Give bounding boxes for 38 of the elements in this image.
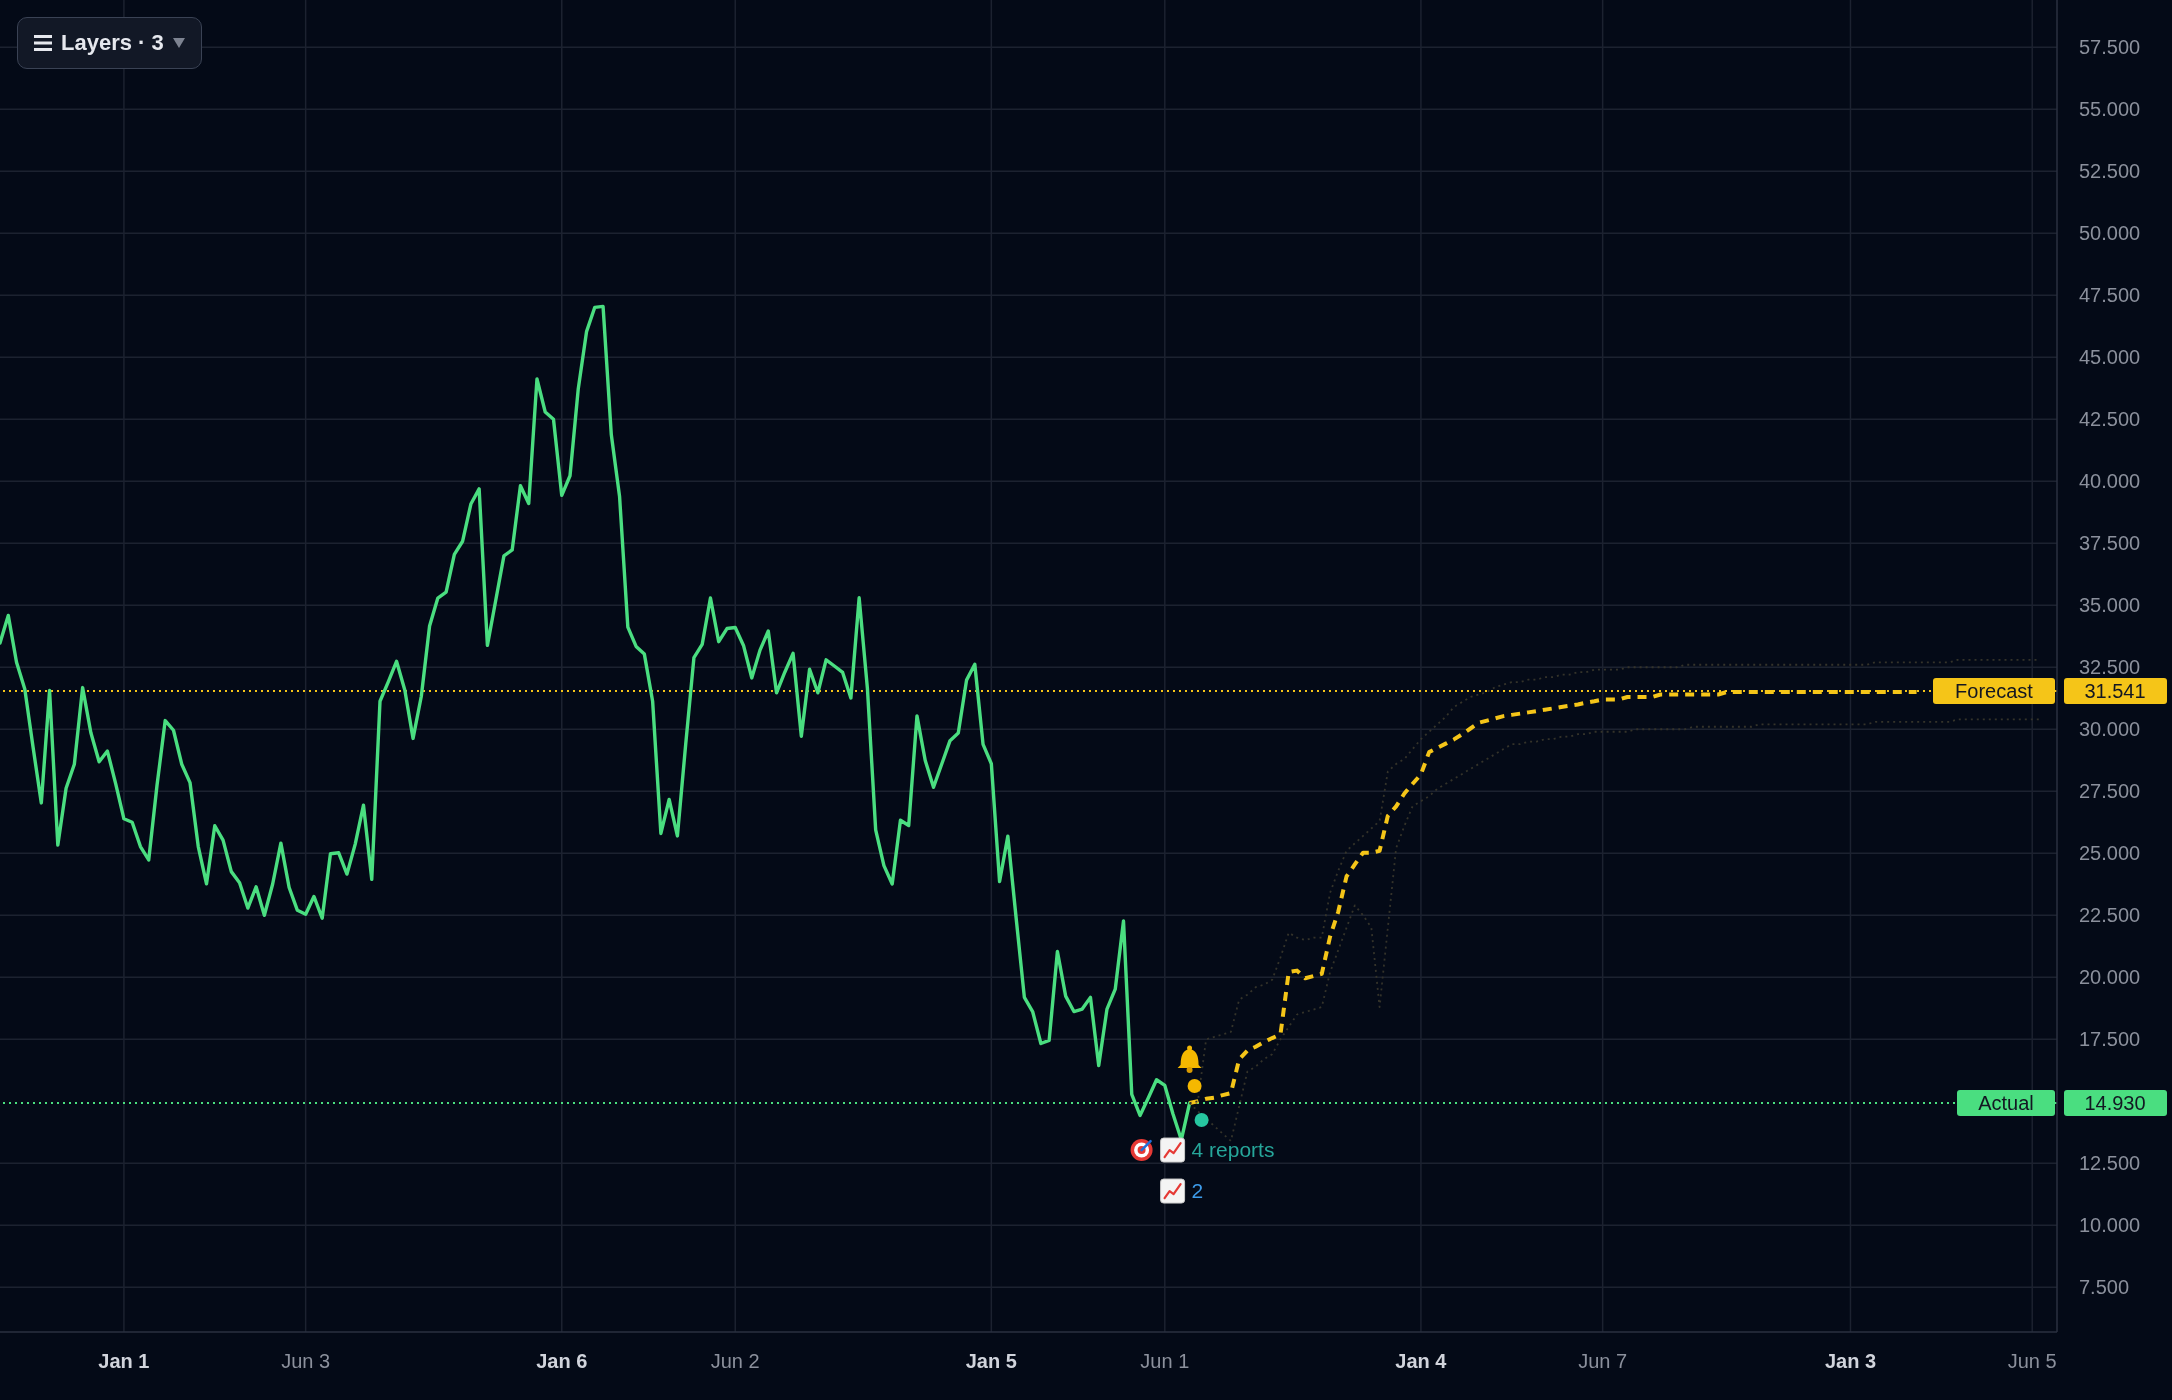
annotation: Layers · 3 [61, 30, 164, 56]
y-tick-label: 32.500 [2079, 656, 2141, 679]
y-tick-label: 10.000 [2079, 1214, 2141, 1237]
y-tick-label: 22.500 [2079, 904, 2141, 927]
annotation: 2 [1191, 1179, 1204, 1203]
y-tick-label: 42.500 [2079, 408, 2141, 431]
y-tick-label: 31.541 [2084, 680, 2146, 703]
x-tick-label: Jan 5 [965, 1350, 1017, 1373]
y-tick-label: 55.000 [2079, 98, 2141, 121]
y-tick-label: 7.500 [2079, 1276, 2130, 1299]
x-tick-label: Jun 3 [281, 1350, 331, 1373]
dropdown-button: Layers · 3 [17, 17, 202, 69]
ref-line-label: Actual [1978, 1092, 2034, 1115]
y-tick-label: 52.500 [2079, 160, 2141, 183]
y-tick-label: 50.000 [2079, 222, 2141, 245]
x-tick-label: Jan 4 [1395, 1350, 1448, 1373]
y-tick-label: 57.500 [2079, 36, 2141, 59]
y-tick-label: 14.930 [2084, 1092, 2146, 1115]
y-tick-label: 27.500 [2079, 780, 2141, 803]
x-tick-label: Jun 1 [1140, 1350, 1190, 1373]
y-tick-label: 37.500 [2079, 532, 2141, 555]
x-tick-label: Jun 2 [710, 1350, 760, 1373]
y-tick-label: 25.000 [2079, 842, 2141, 865]
annotation: 4 reports [1191, 1138, 1275, 1162]
x-tick-label: Jan 3 [1824, 1350, 1877, 1373]
y-tick-label: 45.000 [2079, 346, 2141, 369]
x-tick-label: Jan 6 [536, 1350, 588, 1373]
y-tick-label: 20.000 [2079, 966, 2141, 989]
y-tick-label: 35.000 [2079, 594, 2141, 617]
x-tick-label: Jan 1 [98, 1350, 150, 1373]
y-tick-label: 17.500 [2079, 1028, 2141, 1051]
y-tick-label: 30.000 [2079, 718, 2141, 741]
x-tick-label: Jun 5 [2007, 1350, 2057, 1373]
x-tick-label: Jun 7 [1578, 1350, 1628, 1373]
ref-line-label: Forecast [1955, 680, 2034, 703]
y-tick-label: 40.000 [2079, 470, 2141, 493]
y-tick-label: 12.500 [2079, 1152, 2141, 1175]
y-tick-label: 47.500 [2079, 284, 2141, 307]
